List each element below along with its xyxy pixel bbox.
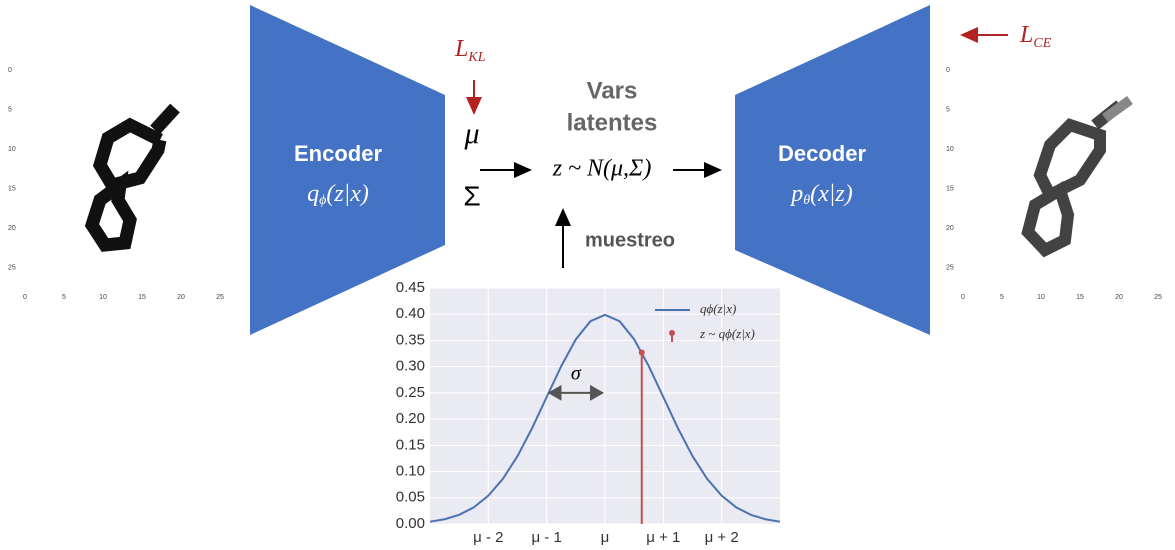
loss-sub: CE: [1033, 36, 1051, 51]
latent-formula: z ~ N(μ,Σ): [552, 156, 652, 182]
y-tick-label: 10: [8, 146, 16, 153]
output-image: [1028, 100, 1130, 250]
formula-rest: (z|x): [326, 181, 369, 207]
loss-base: L: [1019, 22, 1033, 48]
y-tick-label: 15: [946, 185, 954, 192]
legend-label: qϕ(z|x): [700, 301, 736, 316]
encoder-title: Encoder: [294, 141, 382, 166]
y-tick-label: 0.25: [396, 384, 425, 401]
y-tick-label: 5: [946, 106, 950, 113]
legend-swatch: [669, 330, 675, 336]
sigma-symbol: Σ: [463, 180, 480, 211]
y-tick-label: 25: [8, 264, 16, 271]
x-tick-label: μ + 2: [705, 529, 739, 546]
x-tick-label: μ + 1: [646, 529, 680, 546]
y-tick-label: 0.45: [396, 279, 425, 296]
y-tick-label: 0: [946, 67, 950, 74]
encoder-formula: qϕ(z|x): [307, 181, 369, 209]
sample-point: [639, 350, 645, 356]
x-tick-label: μ: [601, 529, 610, 546]
vae-diagram: 0 5 10 15 20 25 0 5 10 15 20 25 0 5 10 15 20 25 0 5 10 15 20 2…: [0, 0, 1175, 550]
x-tick-label: 5: [1000, 294, 1004, 301]
x-tick-label: 0: [23, 294, 27, 301]
y-tick-label: 0: [8, 67, 12, 74]
x-tick-label: 0: [961, 294, 965, 301]
y-tick-label: 0.20: [396, 410, 425, 427]
y-tick-label: 0.10: [396, 463, 425, 480]
y-tick-label: 0.40: [396, 305, 425, 322]
loss-sub: KL: [467, 50, 485, 65]
loss-ce: LCE: [1019, 22, 1052, 52]
y-tick-label: 20: [8, 225, 16, 232]
y-tick-label: 0.05: [396, 489, 425, 506]
y-tick-label: 0.00: [396, 515, 425, 532]
x-tick-label: 25: [216, 294, 224, 301]
formula-sub: ϕ: [319, 193, 326, 208]
x-tick-label: 5: [62, 294, 66, 301]
x-tick-label: μ - 1: [532, 529, 562, 546]
formula-base: q: [307, 181, 319, 207]
latent-title: latentes: [567, 109, 658, 136]
input-image: [21, 66, 240, 287]
x-tick-label: 20: [1115, 294, 1123, 301]
formula-base: p: [789, 181, 803, 207]
sigma-label: σ: [571, 362, 582, 384]
loss-kl: LKL: [454, 36, 486, 66]
x-tick-label: μ - 2: [473, 529, 503, 546]
y-tick-label: 0.35: [396, 331, 425, 348]
y-tick-label: 10: [946, 146, 954, 153]
x-tick-label: 20: [177, 294, 185, 301]
y-tick-label: 25: [946, 264, 954, 271]
decoder-block: [735, 5, 930, 335]
legend-label: z ~ qϕ(z|x): [699, 326, 755, 341]
decoder-formula: pθ(x|z): [789, 181, 852, 209]
y-tick-label: 0.15: [396, 436, 425, 453]
mu-symbol: μ: [463, 117, 479, 150]
y-tick-label: 0.30: [396, 358, 425, 375]
sampling-label: muestreo: [585, 229, 675, 251]
loss-base: L: [454, 36, 468, 62]
x-tick-label: 15: [138, 294, 146, 301]
formula-rest: (x|z): [810, 181, 853, 207]
x-tick-label: 15: [1076, 294, 1084, 301]
y-tick-label: 20: [946, 225, 954, 232]
x-tick-label: 25: [1154, 294, 1162, 301]
y-tick-label: 15: [8, 185, 16, 192]
decoder-title: Decoder: [778, 141, 866, 166]
x-tick-label: 10: [99, 294, 107, 301]
latent-title: Vars: [587, 77, 638, 104]
x-tick-label: 10: [1037, 294, 1045, 301]
y-tick-label: 5: [8, 106, 12, 113]
chart: 0.00 0.05 0.10 0.15 0.20 0.25 0.30 0.35 0.40 0.45…: [396, 279, 780, 546]
